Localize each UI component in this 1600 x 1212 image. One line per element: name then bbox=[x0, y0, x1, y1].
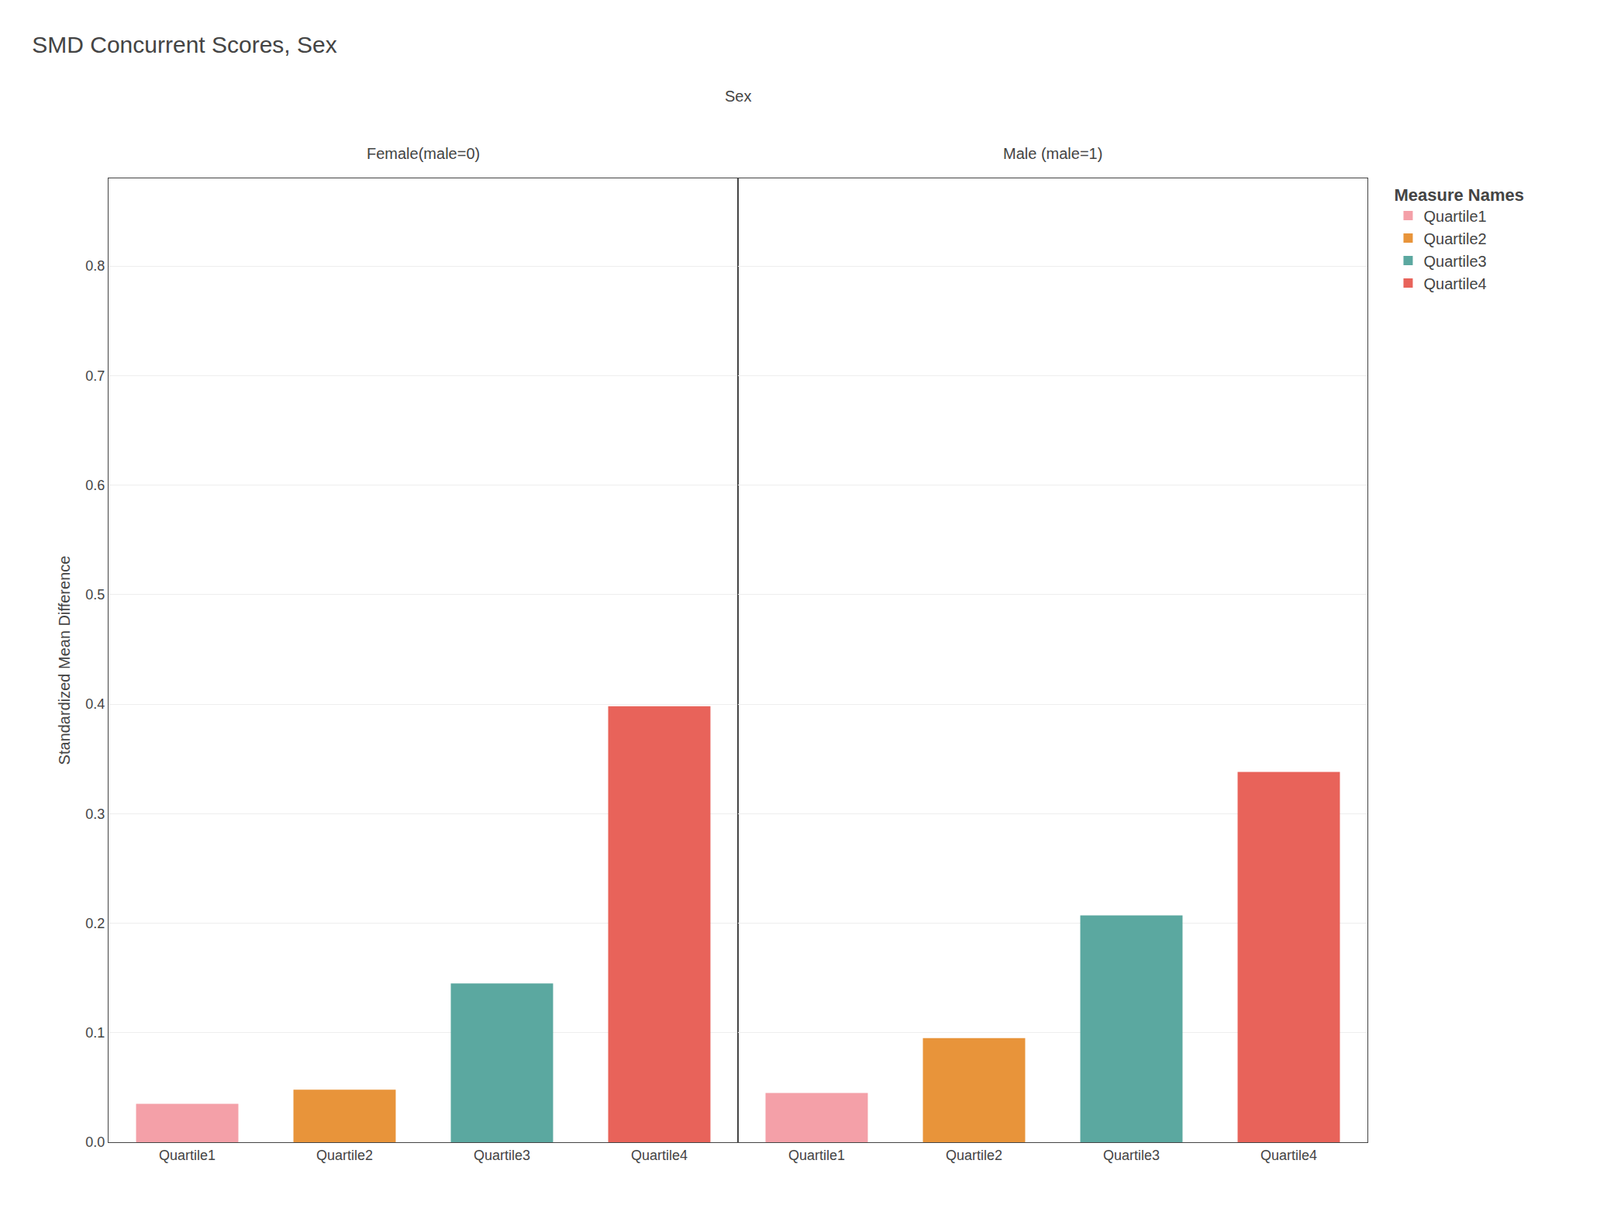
svg-text:Quartile2: Quartile2 bbox=[945, 1147, 1003, 1163]
svg-text:SMD Concurrent Scores, Sex: SMD Concurrent Scores, Sex bbox=[31, 31, 337, 58]
svg-text:Female(male=0): Female(male=0) bbox=[366, 144, 480, 163]
svg-text:Quartile3: Quartile3 bbox=[1103, 1147, 1160, 1163]
svg-text:0.3: 0.3 bbox=[85, 806, 105, 822]
svg-text:Quartile2: Quartile2 bbox=[316, 1147, 373, 1163]
svg-text:Quartile4: Quartile4 bbox=[631, 1147, 688, 1163]
svg-text:Quartile4: Quartile4 bbox=[1260, 1147, 1318, 1163]
svg-text:Quartile4: Quartile4 bbox=[1423, 275, 1487, 293]
svg-text:Quartile2: Quartile2 bbox=[1423, 230, 1487, 248]
svg-text:0.5: 0.5 bbox=[85, 586, 105, 603]
svg-text:0.1: 0.1 bbox=[85, 1024, 105, 1041]
svg-text:Quartile1: Quartile1 bbox=[1423, 207, 1487, 225]
svg-text:0.7: 0.7 bbox=[85, 368, 105, 384]
svg-text:Sex: Sex bbox=[724, 87, 752, 105]
svg-text:Quartile1: Quartile1 bbox=[788, 1147, 845, 1163]
svg-text:Male (male=1): Male (male=1) bbox=[1003, 144, 1103, 163]
svg-text:Measure Names: Measure Names bbox=[1393, 185, 1525, 205]
svg-text:0.4: 0.4 bbox=[85, 696, 105, 712]
svg-text:Quartile3: Quartile3 bbox=[1423, 252, 1487, 270]
svg-text:Quartile1: Quartile1 bbox=[158, 1147, 216, 1163]
svg-text:0.2: 0.2 bbox=[85, 915, 105, 932]
svg-text:Quartile3: Quartile3 bbox=[473, 1147, 531, 1163]
svg-text:Standardized Mean Difference: Standardized Mean Difference bbox=[55, 555, 73, 766]
svg-text:0.8: 0.8 bbox=[85, 258, 105, 274]
svg-text:0.0: 0.0 bbox=[85, 1134, 105, 1150]
svg-text:0.6: 0.6 bbox=[85, 477, 105, 494]
